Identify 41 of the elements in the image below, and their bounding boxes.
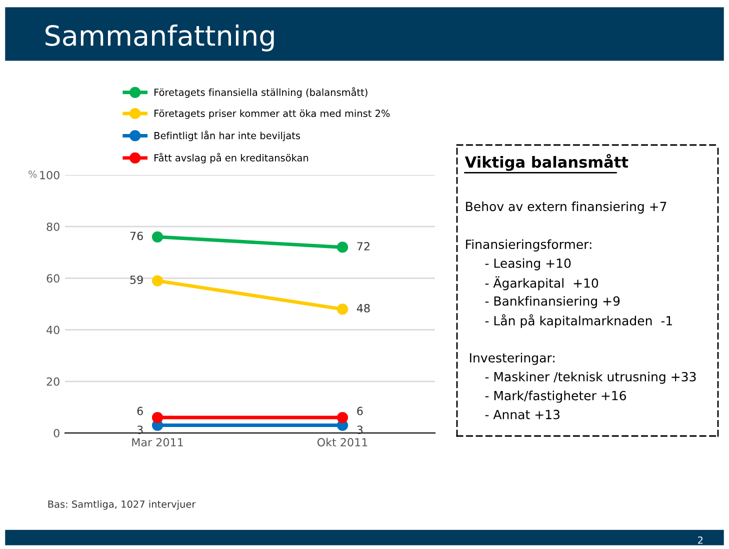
text: - Annat +13 xyxy=(485,410,560,420)
text: - Maskiner /teknisk utrusning +33 xyxy=(485,372,696,384)
data-label: 59 xyxy=(130,276,143,284)
data-label: 3 xyxy=(137,426,143,434)
text: - Ägarkapital +10 xyxy=(485,276,598,290)
text: Bas: Samtliga, 1027 intervjuer xyxy=(48,500,196,510)
point xyxy=(336,304,348,315)
text: Investeringar: xyxy=(470,352,554,365)
y-tick-label: 100 xyxy=(40,170,60,180)
y-axis-title: % xyxy=(28,170,37,178)
data-label: 6 xyxy=(357,406,363,416)
legend-label: Företagets finansiella ställning (balansmått) xyxy=(154,87,368,98)
text: - Leasing +10 xyxy=(485,258,571,270)
legend-label: Fått avslag på en kreditansökan xyxy=(154,152,308,164)
chart-title: Sammanfattning xyxy=(46,24,274,52)
y-tick-label: 80 xyxy=(46,222,60,231)
point xyxy=(152,275,164,286)
point xyxy=(152,412,164,424)
data-label: 3 xyxy=(357,426,363,434)
point xyxy=(336,242,348,253)
text: - Bankfinansiering +9 xyxy=(485,296,620,308)
data-label: 48 xyxy=(356,304,370,312)
text: Behov av extern finansiering +7 xyxy=(466,202,666,214)
text: 2 xyxy=(698,536,703,544)
data-label: 76 xyxy=(130,232,143,240)
text: Viktiga balansmått xyxy=(464,154,628,171)
x-tick-label: Okt 2011 xyxy=(317,438,368,446)
point xyxy=(336,412,348,424)
y-tick-label: 20 xyxy=(46,377,60,386)
legend-label: Befintligt lån har inte beviljats xyxy=(154,130,300,142)
y-tick-label: 60 xyxy=(46,274,60,283)
text: Finansieringsformer: xyxy=(466,239,592,252)
text: - Mark/fastigheter +16 xyxy=(485,390,626,403)
point xyxy=(152,231,164,242)
x-tick-label: Mar 2011 xyxy=(132,438,183,446)
data-label: 72 xyxy=(357,242,370,250)
data-label: 6 xyxy=(137,406,143,416)
y-tick-label: 0 xyxy=(54,428,60,438)
y-tick-label: 40 xyxy=(46,326,60,334)
legend-label: Företagets priser kommer att öka med minst 2% xyxy=(154,110,390,119)
text: - Lån på kapitalmarknaden -1 xyxy=(485,314,672,328)
